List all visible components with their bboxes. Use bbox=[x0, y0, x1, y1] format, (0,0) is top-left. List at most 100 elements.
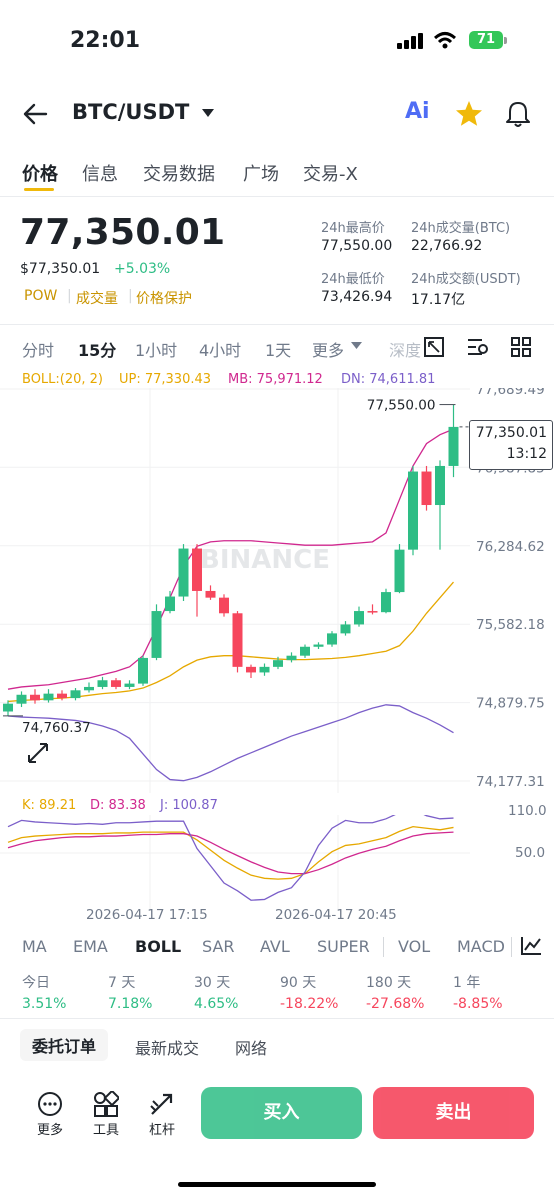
vol-btc-label: 24h成交量(BTC) bbox=[411, 221, 511, 236]
tab-latest-trades[interactable]: 最新成交 bbox=[135, 1039, 200, 1058]
more-label[interactable]: 更多 bbox=[36, 1123, 63, 1138]
tools-label[interactable]: 工具 bbox=[92, 1123, 119, 1138]
y-tick-label: 74,177.31 bbox=[476, 774, 545, 790]
candle-body bbox=[354, 611, 364, 625]
kdj-j: J: 100.87 bbox=[160, 798, 218, 813]
tools-icon[interactable] bbox=[93, 1091, 119, 1117]
interval-1h[interactable]: 1小时 bbox=[135, 341, 178, 360]
candle-body bbox=[313, 644, 324, 647]
perf-value: -18.22% bbox=[280, 996, 339, 1012]
perf-value: 3.51% bbox=[22, 996, 67, 1012]
usd-price: $77,350.01 bbox=[20, 261, 101, 277]
more-icon[interactable] bbox=[37, 1091, 63, 1117]
countdown-value: 13:12 bbox=[506, 446, 547, 462]
candle-body bbox=[421, 471, 432, 506]
candle-body bbox=[30, 694, 40, 701]
tab-info[interactable]: 信息 bbox=[82, 164, 118, 185]
interval-1d[interactable]: 1天 bbox=[265, 341, 292, 360]
candle-body bbox=[367, 611, 378, 613]
kdj-d-line bbox=[7, 831, 454, 875]
leverage-label[interactable]: 杠杆 bbox=[148, 1123, 175, 1138]
indicator-boll[interactable]: BOLL bbox=[135, 937, 182, 956]
kdj-d: D: 83.38 bbox=[90, 798, 146, 813]
back-arrow-icon[interactable] bbox=[22, 102, 48, 126]
kdj-chart[interactable] bbox=[0, 815, 554, 910]
perf-value: -27.68% bbox=[366, 996, 425, 1012]
y-tick-label: 74,879.75 bbox=[476, 696, 545, 712]
candle-body bbox=[286, 655, 297, 661]
boll-up: UP: 77,330.43 bbox=[119, 372, 212, 387]
ai-icon[interactable]: Ai bbox=[405, 99, 430, 124]
indicator-ma[interactable]: MA bbox=[22, 937, 47, 956]
kdj-j-line bbox=[7, 815, 454, 901]
candle-body bbox=[124, 683, 135, 687]
tab-open-orders[interactable]: 委托订单 bbox=[20, 1029, 109, 1061]
indicator-macd[interactable]: MACD bbox=[457, 937, 505, 956]
candle-body bbox=[16, 694, 27, 704]
boll-upper-line bbox=[7, 428, 454, 690]
perf-label: 1 年 bbox=[453, 975, 481, 991]
candle-body bbox=[246, 666, 256, 673]
high-marker-label: 77,550.00 bbox=[367, 398, 436, 414]
tab-underline bbox=[24, 188, 54, 191]
candle-body bbox=[205, 590, 216, 598]
perf-label: 90 天 bbox=[280, 975, 317, 991]
indicator-super[interactable]: SUPER bbox=[317, 937, 370, 956]
tag-price-protection[interactable]: 价格保护 bbox=[136, 291, 192, 307]
tag-pow[interactable]: POW bbox=[24, 288, 58, 304]
caret-down-icon[interactable] bbox=[201, 108, 215, 118]
divider bbox=[0, 1018, 554, 1019]
sell-button[interactable]: 卖出 bbox=[373, 1087, 534, 1139]
kdj-ytick: 110.0 bbox=[508, 803, 547, 819]
candle-body bbox=[138, 657, 148, 684]
change-percent: +5.03% bbox=[114, 261, 171, 277]
bell-icon[interactable] bbox=[505, 100, 531, 128]
candle-body bbox=[84, 686, 94, 691]
tab-trading-data[interactable]: 交易数据 bbox=[143, 164, 215, 185]
chart-settings-icon[interactable] bbox=[467, 337, 489, 357]
candle-body bbox=[300, 646, 310, 656]
buy-button[interactable]: 买入 bbox=[201, 1087, 362, 1139]
tab-network[interactable]: 网络 bbox=[235, 1039, 268, 1058]
tab-square[interactable]: 广场 bbox=[243, 164, 279, 185]
candle-body bbox=[232, 613, 243, 667]
indicator-ema[interactable]: EMA bbox=[73, 937, 108, 956]
candlestick-chart[interactable]: BINANCE 77,689.4976,987.8576,284.6275,58… bbox=[0, 388, 554, 793]
pair-title[interactable]: BTC/USDT bbox=[72, 100, 190, 124]
candle-body bbox=[165, 596, 175, 612]
tag-volume[interactable]: 成交量 bbox=[76, 291, 118, 307]
boll-dn: DN: 74,611.81 bbox=[341, 372, 436, 387]
y-tick-label: 76,284.62 bbox=[476, 539, 545, 555]
divider bbox=[0, 196, 554, 197]
x-tick: 2026-04-17 20:45 bbox=[275, 907, 397, 923]
interval-15m[interactable]: 15分 bbox=[78, 341, 117, 360]
boll-params: BOLL:(20, 2) bbox=[22, 372, 104, 387]
tag-separator: | bbox=[67, 288, 72, 304]
tab-price[interactable]: 价格 bbox=[22, 164, 58, 185]
more-caret-icon[interactable] bbox=[351, 342, 362, 350]
indicator-vol[interactable]: VOL bbox=[398, 937, 431, 956]
indicator-sar[interactable]: SAR bbox=[202, 937, 235, 956]
perf-label: 今日 bbox=[22, 975, 50, 991]
candle-body bbox=[435, 465, 445, 506]
candle-body bbox=[448, 426, 459, 466]
grid-layout-icon[interactable] bbox=[511, 337, 531, 357]
watermark: BINANCE bbox=[200, 545, 330, 575]
perf-value: 7.18% bbox=[108, 996, 153, 1012]
expand-icon[interactable] bbox=[27, 742, 49, 764]
candle-body bbox=[151, 611, 162, 658]
candle-body bbox=[327, 633, 337, 645]
candle-body bbox=[381, 592, 391, 613]
star-icon[interactable] bbox=[455, 100, 483, 127]
tab-trade-x[interactable]: 交易-X bbox=[303, 164, 358, 185]
interval-4h[interactable]: 4小时 bbox=[199, 341, 242, 360]
indicator-avl[interactable]: AVL bbox=[260, 937, 290, 956]
candle-body bbox=[394, 549, 405, 593]
interval-depth[interactable]: 深度 bbox=[389, 341, 422, 360]
fullscreen-icon[interactable] bbox=[424, 337, 444, 357]
indicator-settings-icon[interactable] bbox=[520, 936, 542, 956]
leverage-icon[interactable] bbox=[149, 1091, 175, 1117]
interval-more[interactable]: 更多 bbox=[312, 341, 345, 360]
interval-timeline[interactable]: 分时 bbox=[22, 341, 55, 360]
battery-icon: 71 bbox=[469, 31, 503, 49]
